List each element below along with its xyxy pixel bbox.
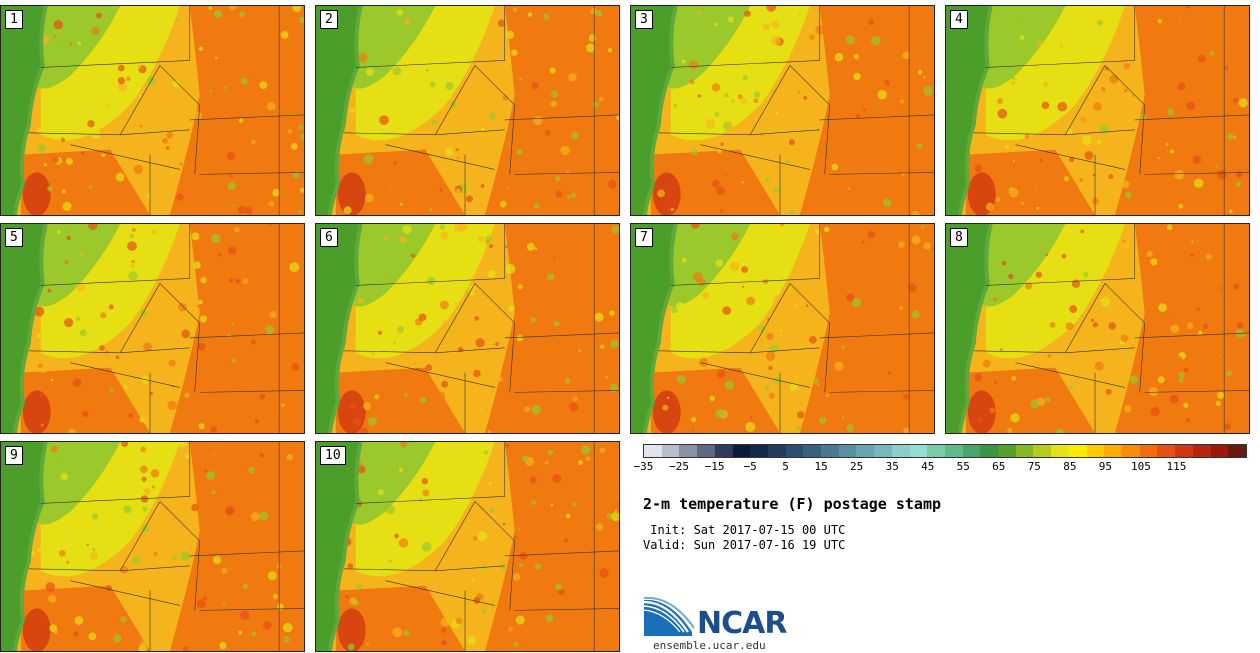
colorbar-swatch — [1104, 445, 1122, 457]
member-label: 8 — [950, 228, 968, 247]
colorbar-swatch — [856, 445, 875, 457]
colorbar-swatch — [891, 445, 910, 457]
colorbar-swatch — [980, 445, 999, 457]
member-label: 7 — [635, 228, 653, 247]
colorbar-swatch — [909, 445, 928, 457]
temperature-map — [316, 224, 619, 433]
colorbar-tick-label: 65 — [992, 460, 1006, 473]
member-panel-5[interactable]: 5 — [0, 223, 305, 434]
member-panel-6[interactable]: 6 — [315, 223, 620, 434]
colorbar-swatch — [714, 445, 733, 457]
colorbar-swatch — [1121, 445, 1140, 457]
chart-title: 2-m temperature (F) postage stamp — [643, 495, 942, 513]
member-label: 2 — [320, 10, 338, 29]
colorbar-tick-label: 5 — [782, 460, 789, 473]
temperature-colorbar — [643, 444, 1247, 458]
colorbar-swatch — [767, 445, 786, 457]
site-url[interactable]: ensemble.ucar.edu — [653, 639, 766, 652]
colorbar-swatch — [661, 445, 680, 457]
member-panel-3[interactable]: 3 — [630, 5, 935, 216]
temperature-map — [631, 6, 934, 215]
colorbar-tick-label: 25 — [850, 460, 864, 473]
ncar-wordmark: NCAR — [697, 606, 787, 641]
colorbar-swatch — [750, 445, 768, 457]
colorbar-swatch — [785, 445, 804, 457]
temperature-map — [1, 224, 304, 433]
temperature-map — [631, 224, 934, 433]
temperature-map — [316, 442, 619, 651]
colorbar-swatch — [697, 445, 715, 457]
colorbar-tick-label: −35 — [633, 460, 654, 473]
temperature-map — [946, 224, 1249, 433]
colorbar-swatch — [1192, 445, 1211, 457]
colorbar-swatch — [1086, 445, 1105, 457]
colorbar-swatch — [1157, 445, 1176, 457]
member-label: 6 — [320, 228, 338, 247]
colorbar-swatch — [927, 445, 945, 457]
colorbar-tick-label: 15 — [814, 460, 828, 473]
colorbar-tick-label: 35 — [885, 460, 899, 473]
colorbar-swatch — [1051, 445, 1069, 457]
colorbar-tick-label: 45 — [921, 460, 935, 473]
temperature-map — [1, 442, 304, 651]
temperature-map — [1, 6, 304, 215]
member-panel-4[interactable]: 4 — [945, 5, 1250, 216]
colorbar-swatch — [944, 445, 963, 457]
colorbar-tick-label: −25 — [669, 460, 689, 473]
member-label: 5 — [5, 228, 23, 247]
temperature-map — [946, 6, 1249, 215]
colorbar-swatch — [1210, 445, 1229, 457]
colorbar-swatch — [1068, 445, 1087, 457]
member-panel-1[interactable]: 1 — [0, 5, 305, 216]
member-panel-2[interactable]: 2 — [315, 5, 620, 216]
member-label: 3 — [635, 10, 653, 29]
colorbar-swatch — [679, 445, 698, 457]
colorbar-tick-label: −15 — [704, 460, 725, 473]
colorbar-swatch — [998, 445, 1016, 457]
init-time: Init: Sat 2017-07-15 00 UTC — [643, 523, 846, 537]
colorbar-swatch — [1015, 445, 1034, 457]
member-label: 9 — [5, 446, 23, 465]
colorbar-swatch — [644, 445, 662, 457]
member-panel-8[interactable]: 8 — [945, 223, 1250, 434]
valid-time: Valid: Sun 2017-07-16 19 UTC — [643, 538, 846, 552]
member-panel-10[interactable]: 10 — [315, 441, 620, 652]
colorbar-swatch — [838, 445, 857, 457]
colorbar-tick-label: 85 — [1063, 460, 1077, 473]
colorbar-swatch — [962, 445, 981, 457]
colorbar-swatch — [803, 445, 822, 457]
colorbar-tick-label: 95 — [1098, 460, 1112, 473]
temperature-map — [316, 6, 619, 215]
colorbar-swatch — [732, 445, 751, 457]
ncar-logo-icon — [643, 596, 695, 636]
member-panel-7[interactable]: 7 — [630, 223, 935, 434]
member-panel-9[interactable]: 9 — [0, 441, 305, 652]
colorbar-swatch — [1139, 445, 1158, 457]
member-label: 10 — [320, 446, 346, 465]
colorbar-swatch — [1228, 445, 1246, 457]
colorbar-ticks: −35 −25 −15 −5 5 15 25 35 45 55 65 75 85 95 105 115 — [634, 460, 1247, 476]
member-label: 4 — [950, 10, 968, 29]
member-label: 1 — [5, 10, 23, 29]
colorbar-swatch — [821, 445, 839, 457]
colorbar-tick-label: 55 — [956, 460, 970, 473]
colorbar-tick-label: 115 — [1166, 460, 1187, 473]
colorbar-tick-label: 75 — [1027, 460, 1041, 473]
colorbar-swatch — [874, 445, 892, 457]
colorbar-tick-label: −5 — [743, 460, 757, 473]
colorbar-tick-label: 105 — [1130, 460, 1151, 473]
colorbar-swatch — [1175, 445, 1193, 457]
colorbar-swatch — [1033, 445, 1052, 457]
